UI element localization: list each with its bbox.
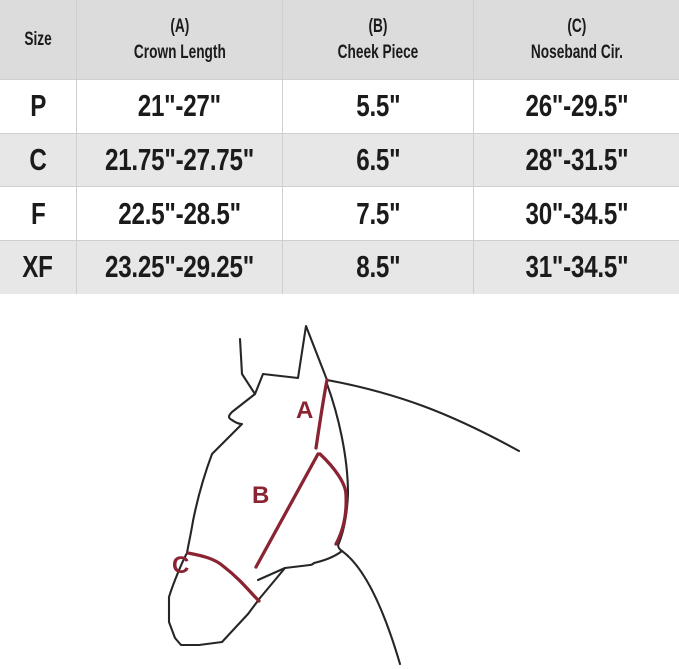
svg-text:C: C	[172, 552, 189, 579]
svg-text:B: B	[252, 482, 269, 509]
svg-text:A: A	[296, 397, 313, 424]
